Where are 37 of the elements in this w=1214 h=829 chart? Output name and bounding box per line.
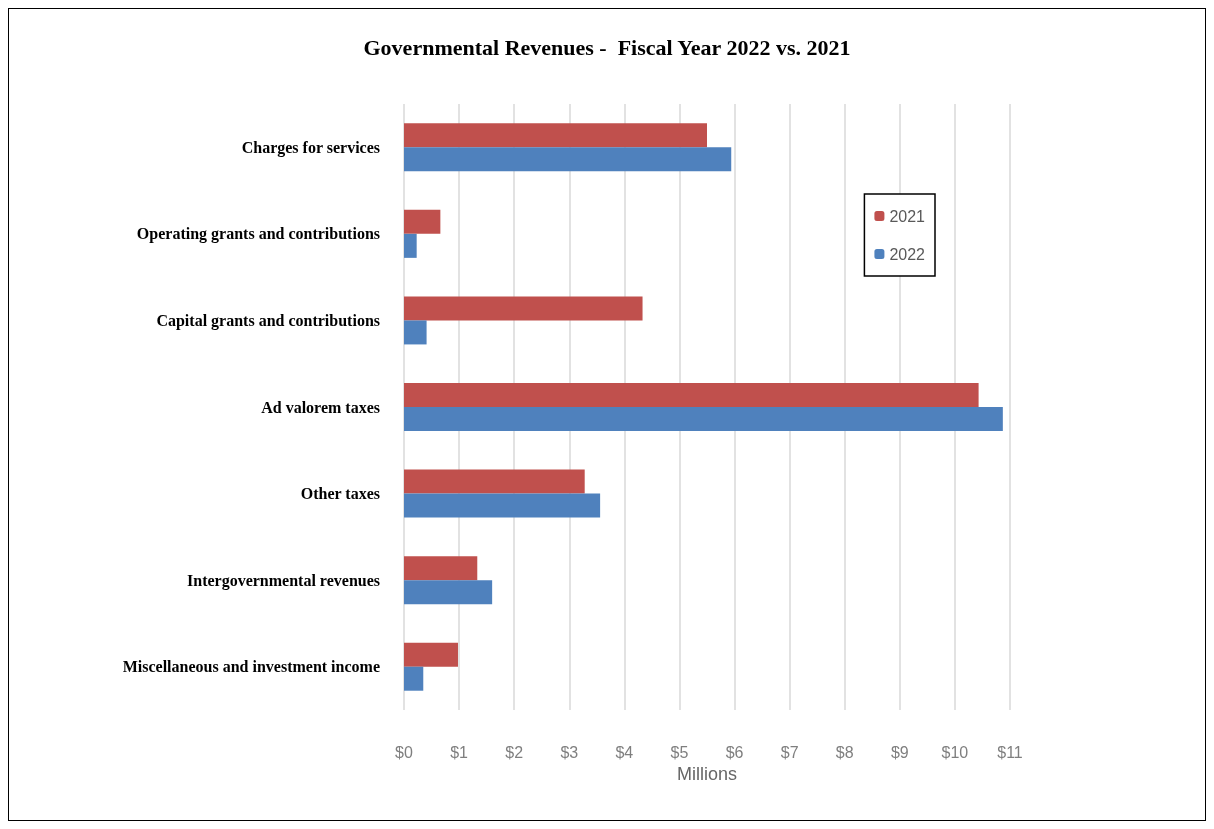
bar [404,469,585,494]
x-tick-label: $9 [890,743,909,761]
x-tick-label: $7 [780,743,799,761]
bar [404,233,417,258]
bar [404,209,441,234]
bar [404,666,424,691]
y-tick-label: Operating grants and contributions [136,225,380,244]
bar [404,556,478,581]
x-axis-title: Millions [676,763,738,784]
x-tick-label: $2 [505,743,524,761]
x-tick-label: $1 [450,743,469,761]
bar [404,320,427,345]
y-tick-label: Other taxes [300,485,380,503]
x-tick-label: $4 [615,743,634,761]
x-tick-label: $10 [941,743,969,761]
y-tick-label: Capital grants and contributions [156,311,380,330]
legend-label: 2021 [889,207,926,225]
x-tick-label: $0 [395,743,413,761]
y-tick-label: Miscellaneous and investment income [122,658,380,676]
x-tick-label: $8 [835,743,854,761]
bar [404,642,458,667]
bar [404,383,979,407]
y-tick-label: Intergovernmental revenues [187,571,380,590]
bar [404,493,601,518]
y-tick-label: Charges for services [241,138,380,157]
y-tick-label: Ad valorem taxes [261,398,380,416]
bar [404,296,643,321]
bar [404,123,707,148]
bar [404,147,732,172]
bar [404,407,1003,431]
x-tick-label: $6 [725,743,744,761]
x-tick-label: $3 [560,743,579,761]
chart-title: Governmental Revenues - Fiscal Year 2022 vs. 2021 [363,34,851,60]
legend-label: 2022 [889,245,926,263]
x-tick-label: $5 [670,743,689,761]
x-tick-label: $11 [997,743,1023,761]
bar [404,580,493,605]
